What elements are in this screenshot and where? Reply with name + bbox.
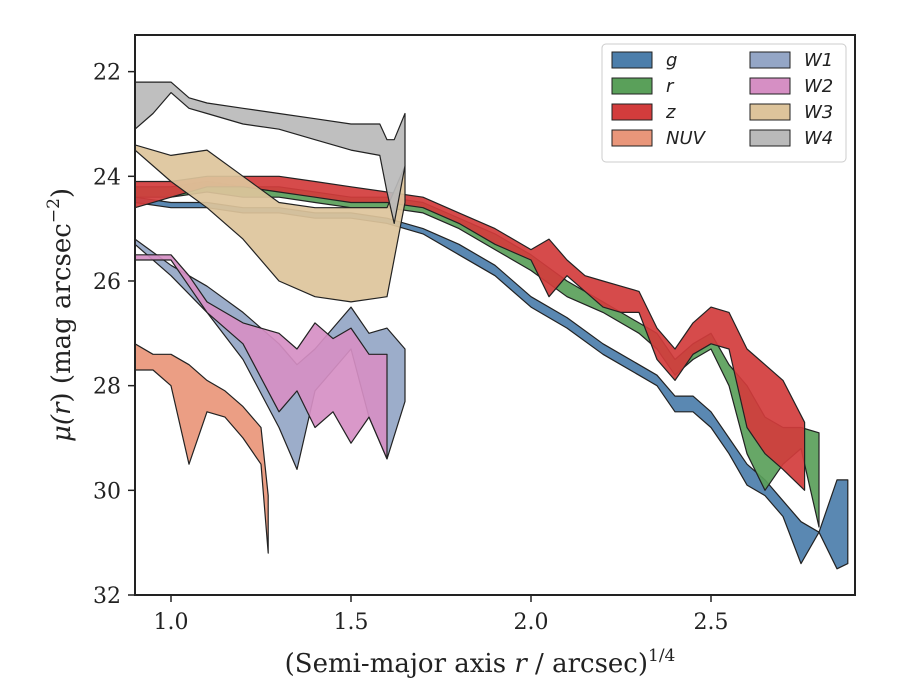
y-tick-label: 24: [93, 165, 121, 190]
legend-label-w2: W2: [804, 76, 833, 97]
legend-label-nuv: NUV: [666, 128, 707, 149]
band-w4: [135, 81, 406, 224]
y-axis-label-sup: −2: [44, 198, 64, 223]
legend-label-z: z: [665, 102, 676, 123]
x-axis-label: (Semi-major axis r / arcsec)1/4: [285, 646, 676, 679]
y-tick-label: 28: [93, 375, 121, 400]
y-axis-label-var: r: [47, 401, 77, 415]
x-axis-label-main: (Semi-major axis: [285, 649, 515, 679]
x-axis-label-sup: 1/4: [648, 646, 675, 666]
legend-swatch-w3: [749, 103, 791, 121]
legend: grz NUV W1 W2 W3 W4: [601, 43, 847, 163]
legend-swatch-w4: [749, 129, 791, 147]
plot-frame: [134, 34, 856, 596]
legend-swatch-nuv: [611, 129, 653, 147]
y-tick-label: 22: [93, 61, 121, 86]
x-tick-label: 2.5: [694, 610, 729, 635]
legend-swatch-w1: [749, 51, 791, 69]
band-w3: [135, 144, 406, 303]
legend-label-g: g: [666, 50, 677, 71]
x-tick-label: 1.0: [154, 610, 189, 635]
y-axis-label-mid: ) (mag arcsec: [47, 223, 77, 402]
y-tick-label: 30: [93, 479, 121, 504]
x-tick-label: 2.0: [514, 610, 549, 635]
band-z: [135, 175, 806, 491]
ticks-layer: 1.0 1.5 2.0 2.5 22 24 26 28 30 32: [93, 61, 729, 635]
bands-layer: [135, 81, 849, 570]
legend-swatch-z: [611, 103, 653, 121]
legend-swatch-w2: [749, 77, 791, 95]
y-tick-label: 32: [93, 584, 121, 609]
x-axis-label-var: r: [514, 649, 528, 679]
legend-label-w4: W4: [804, 128, 833, 149]
y-axis-label-post: ): [47, 188, 77, 198]
legend-label-w3: W3: [804, 102, 833, 123]
y-axis-label: μ(r) (mag arcsec−2): [44, 188, 77, 442]
legend-label-w1: W1: [804, 50, 833, 71]
x-axis-label-mid: / arcsec): [527, 649, 648, 679]
y-axis-label-pre: μ(: [47, 414, 77, 442]
x-tick-label: 1.5: [334, 610, 369, 635]
y-tick-label: 26: [93, 270, 121, 295]
band-w2: [135, 254, 388, 460]
legend-swatch-g: [611, 51, 653, 69]
band-nuv: [135, 343, 269, 554]
legend-swatch-r: [611, 77, 653, 95]
band-g: [135, 196, 849, 570]
legend-label-r: r: [666, 76, 675, 97]
